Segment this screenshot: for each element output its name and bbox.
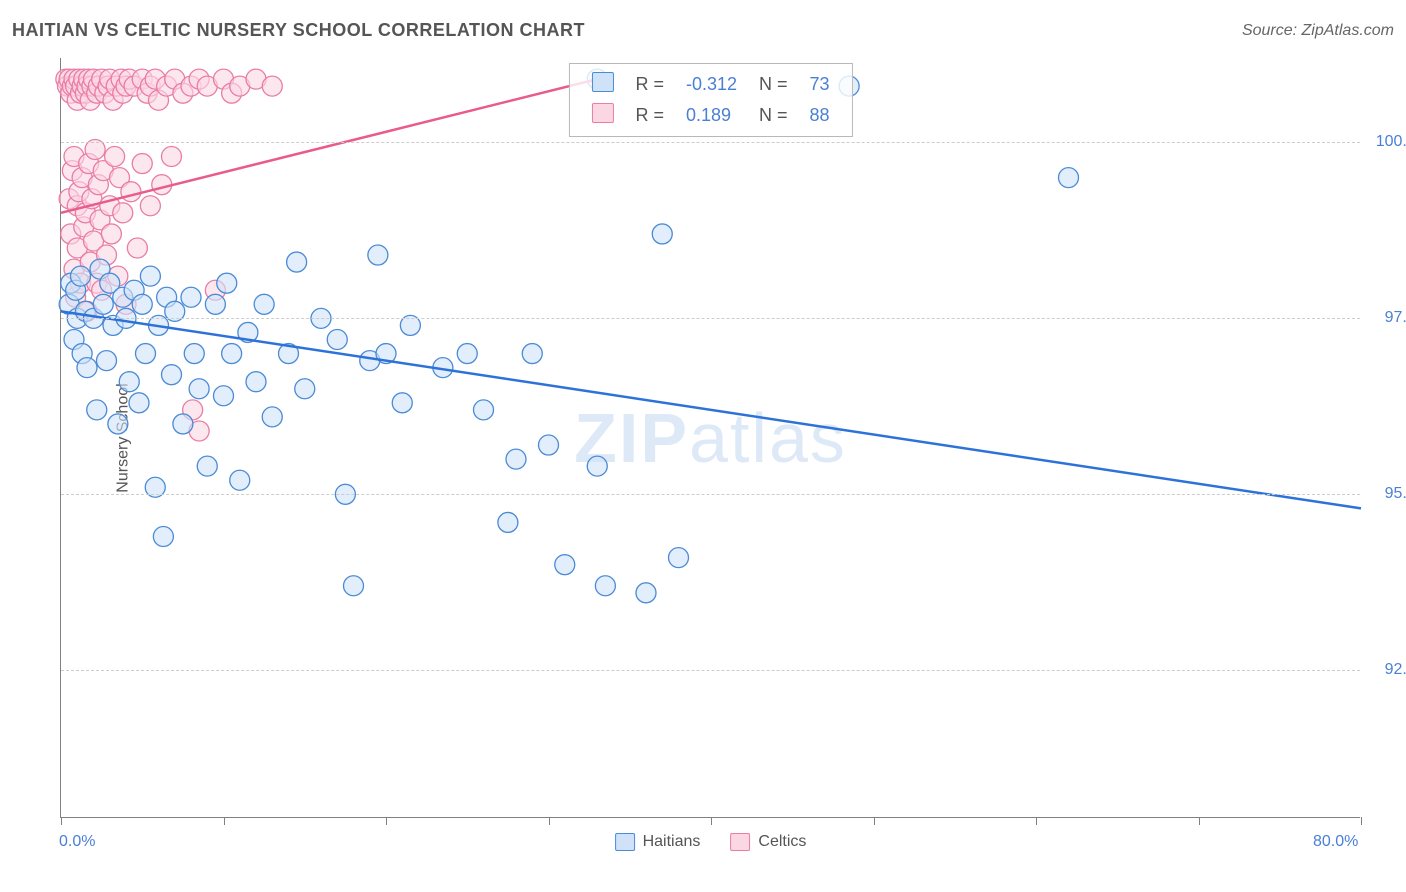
data-point [140, 196, 160, 216]
data-point [287, 252, 307, 272]
data-point [295, 379, 315, 399]
data-point [254, 294, 274, 314]
data-point [555, 555, 575, 575]
stats-row: R =0.189N =88 [581, 101, 839, 130]
chart-title: HAITIAN VS CELTIC NURSERY SCHOOL CORRELA… [12, 20, 585, 41]
x-tick [224, 817, 225, 825]
data-point [119, 372, 139, 392]
data-point [230, 470, 250, 490]
data-point [173, 414, 193, 434]
y-tick-label: 95.0% [1370, 485, 1406, 503]
data-point [214, 386, 234, 406]
data-point [262, 76, 282, 96]
data-point [246, 372, 266, 392]
data-point [132, 294, 152, 314]
chart-svg [61, 58, 1360, 817]
y-tick-label: 100.0% [1370, 133, 1406, 151]
y-tick-label: 92.5% [1370, 661, 1406, 679]
stats-n-value: 88 [800, 101, 840, 130]
data-point [327, 329, 347, 349]
stats-row: R =-0.312N =73 [581, 70, 839, 99]
stats-r-label: R = [625, 70, 674, 99]
stats-n-value: 73 [800, 70, 840, 99]
stats-swatch [591, 72, 613, 92]
data-point [121, 182, 141, 202]
data-point [262, 407, 282, 427]
gridline [61, 318, 1360, 319]
plot-area: Nursery School ZIPatlas 92.5%95.0%97.5%1… [60, 58, 1360, 818]
data-point [636, 583, 656, 603]
x-tick [1036, 817, 1037, 825]
data-point [506, 449, 526, 469]
legend-swatch [615, 833, 635, 851]
legend: Haitians Celtics [615, 833, 807, 851]
legend-item: Celtics [730, 833, 806, 851]
data-point [539, 435, 559, 455]
data-point [108, 414, 128, 434]
y-tick-label: 97.5% [1370, 309, 1406, 327]
trend-line [61, 311, 1361, 508]
data-point [652, 224, 672, 244]
stats-r-value: -0.312 [676, 70, 747, 99]
stats-n-label: N = [749, 101, 798, 130]
data-point [197, 456, 217, 476]
data-point [189, 379, 209, 399]
x-tick [549, 817, 550, 825]
data-point [205, 294, 225, 314]
data-point [595, 576, 615, 596]
gridline [61, 670, 1360, 671]
stats-r-value: 0.189 [676, 101, 747, 130]
data-point [105, 147, 125, 167]
data-point [181, 287, 201, 307]
data-point [113, 203, 133, 223]
data-point [522, 344, 542, 364]
x-tick-label: 80.0% [1313, 833, 1358, 851]
x-tick [1361, 817, 1362, 825]
data-point [184, 344, 204, 364]
data-point [457, 344, 477, 364]
data-point [132, 154, 152, 174]
gridline [61, 142, 1360, 143]
data-point [217, 273, 237, 293]
data-point [77, 358, 97, 378]
x-tick [874, 817, 875, 825]
legend-swatch [730, 833, 750, 851]
data-point [222, 344, 242, 364]
data-point [587, 456, 607, 476]
stats-r-label: R = [625, 101, 674, 130]
data-point [162, 365, 182, 385]
data-point [129, 393, 149, 413]
data-point [392, 393, 412, 413]
data-point [87, 400, 107, 420]
data-point [344, 576, 364, 596]
data-point [140, 266, 160, 286]
data-point [368, 245, 388, 265]
x-tick-label: 0.0% [59, 833, 95, 851]
legend-item: Haitians [615, 833, 701, 851]
data-point [162, 147, 182, 167]
stats-box: R =-0.312N =73R =0.189N =88 [568, 63, 852, 137]
data-point [153, 527, 173, 547]
data-point [498, 512, 518, 532]
x-tick [386, 817, 387, 825]
data-point [1059, 168, 1079, 188]
x-tick [1199, 817, 1200, 825]
data-point [136, 344, 156, 364]
x-tick [711, 817, 712, 825]
x-tick [61, 817, 62, 825]
data-point [97, 351, 117, 371]
stats-n-label: N = [749, 70, 798, 99]
stats-swatch [591, 103, 613, 123]
data-point [93, 294, 113, 314]
data-point [101, 224, 121, 244]
gridline [61, 494, 1360, 495]
data-point [474, 400, 494, 420]
data-point [127, 238, 147, 258]
data-point [669, 548, 689, 568]
data-point [71, 266, 91, 286]
source-credit: Source: ZipAtlas.com [1242, 22, 1394, 40]
